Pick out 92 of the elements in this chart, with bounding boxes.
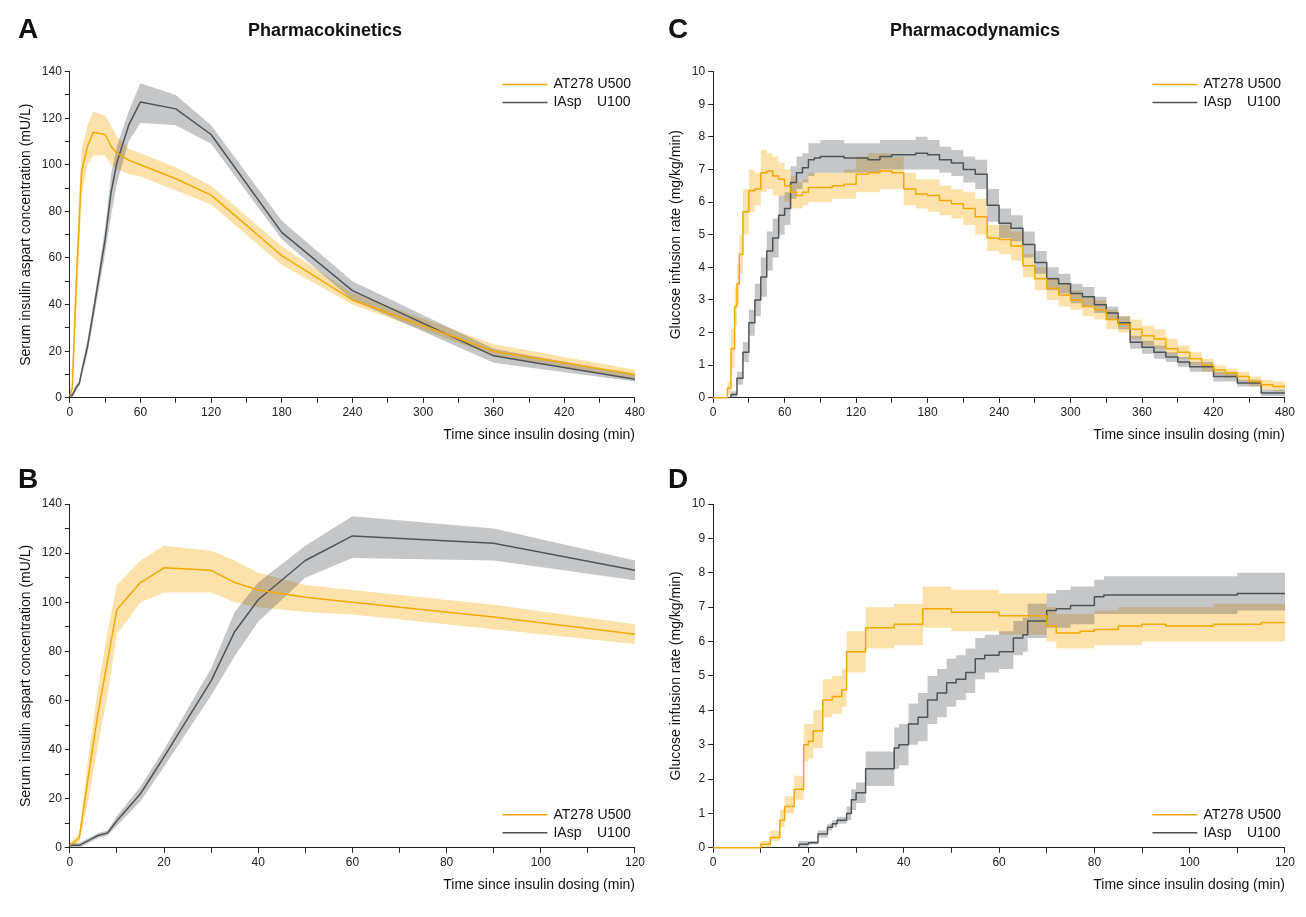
x-tick-label: 480 (1274, 405, 1296, 420)
x-tick-label: 480 (624, 405, 646, 420)
y-tick-label: 40 (48, 296, 63, 311)
x-tick-label: 180 (917, 405, 938, 420)
x-tick-label: 0 (709, 405, 717, 420)
y-tick-label: 60 (48, 692, 63, 707)
y-axis-title: Glucose infusion rate (mg/kg/min) (667, 130, 684, 340)
legend-label: IAsp U100 (553, 823, 631, 840)
legend-label: IAsp U100 (1203, 93, 1281, 110)
y-tick-label: 40 (48, 741, 63, 756)
x-tick-label: 420 (554, 405, 575, 420)
x-tick-label: 0 (66, 855, 74, 870)
x-tick-label: 240 (342, 405, 363, 420)
x-tick-label: 0 (66, 405, 74, 420)
y-tick-label: 1 (698, 805, 706, 820)
y-tick-label: 9 (698, 530, 706, 545)
x-axis-title: Time since insulin dosing (min) (443, 876, 635, 893)
y-tick-label: 6 (698, 633, 706, 648)
y-tick-label: 20 (48, 343, 63, 358)
y-tick-label: 0 (698, 840, 706, 855)
y-tick-label: 0 (698, 390, 706, 405)
x-axis-title: Time since insulin dosing (min) (1093, 426, 1285, 443)
y-tick-label: 4 (698, 259, 706, 274)
y-tick-label: 7 (698, 599, 706, 614)
x-tick-label: 120 (624, 855, 646, 870)
y-tick-label: 60 (48, 250, 63, 265)
x-tick-label: 80 (1087, 855, 1102, 870)
x-tick-label: 60 (777, 405, 792, 420)
y-tick-label: 140 (41, 496, 63, 511)
y-tick-label: 5 (698, 227, 706, 242)
y-tick-label: 2 (698, 771, 706, 786)
y-tick-label: 140 (41, 63, 63, 78)
y-tick-label: 9 (698, 96, 706, 111)
x-tick-label: 60 (345, 855, 360, 870)
legend-label: AT278 U500 (1203, 75, 1282, 92)
y-axis-title: Serum insulin aspart concentration (mU/L) (17, 103, 34, 366)
y-tick-label: 100 (41, 594, 63, 609)
y-tick-label: 8 (698, 129, 706, 144)
chart-title: Pharmacodynamics (889, 19, 1061, 40)
y-tick-label: 10 (691, 496, 706, 511)
y-tick-label: 5 (698, 668, 706, 683)
y-tick-label: 100 (41, 157, 63, 172)
x-tick-label: 360 (1132, 405, 1153, 420)
text: D (668, 462, 689, 494)
y-tick-label: 6 (698, 194, 706, 209)
legend-label: AT278 U500 (553, 805, 632, 822)
y-axis-title: Glucose infusion rate (mg/kg/min) (667, 571, 684, 781)
text: C (668, 12, 689, 44)
y-tick-label: 3 (698, 292, 706, 307)
y-tick-label: 120 (41, 110, 63, 125)
y-tick-label: 8 (698, 565, 706, 580)
y-tick-label: 4 (698, 702, 706, 717)
x-tick-label: 0 (709, 855, 717, 870)
x-axis-title: Time since insulin dosing (min) (443, 426, 635, 443)
y-tick-label: 80 (48, 203, 63, 218)
x-tick-label: 40 (897, 855, 911, 870)
x-tick-label: 20 (801, 855, 816, 870)
x-tick-label: 20 (157, 855, 172, 870)
y-tick-label: 0 (55, 840, 63, 855)
x-tick-label: 180 (271, 405, 293, 420)
chart-title: Pharmacokinetics (247, 19, 403, 40)
x-tick-label: 300 (1060, 405, 1081, 420)
y-tick-label: 120 (41, 545, 63, 560)
x-tick-label: 100 (530, 855, 552, 870)
text: A (18, 12, 39, 44)
x-tick-label: 240 (989, 405, 1010, 420)
x-tick-label: 40 (251, 855, 266, 870)
legend-label: AT278 U500 (1203, 805, 1282, 822)
legend-label: AT278 U500 (553, 75, 632, 92)
x-tick-label: 120 (846, 405, 867, 420)
legend-label: IAsp U100 (1203, 823, 1281, 840)
x-tick-label: 80 (439, 855, 454, 870)
y-tick-label: 20 (48, 791, 63, 805)
x-tick-label: 60 (133, 405, 148, 420)
x-tick-label: 420 (1203, 405, 1224, 420)
y-tick-label: 7 (698, 161, 706, 176)
x-tick-label: 300 (413, 405, 434, 420)
y-tick-label: 2 (698, 324, 706, 339)
y-axis-title: Serum insulin aspart concentration (mU/L) (17, 544, 34, 808)
x-tick-label: 120 (201, 405, 222, 420)
y-tick-label: 3 (698, 736, 706, 751)
x-tick-label: 100 (1179, 855, 1201, 870)
y-tick-label: 0 (55, 390, 63, 405)
x-axis-title: Time since insulin dosing (min) (1093, 876, 1285, 893)
legend-label: IAsp U100 (553, 93, 631, 110)
y-tick-label: 10 (691, 63, 706, 78)
text: B (18, 462, 39, 494)
x-tick-label: 360 (483, 405, 505, 420)
y-tick-label: 80 (48, 643, 63, 658)
x-tick-label: 60 (992, 855, 1007, 870)
x-tick-label: 120 (1274, 855, 1296, 870)
y-tick-label: 1 (698, 357, 706, 372)
